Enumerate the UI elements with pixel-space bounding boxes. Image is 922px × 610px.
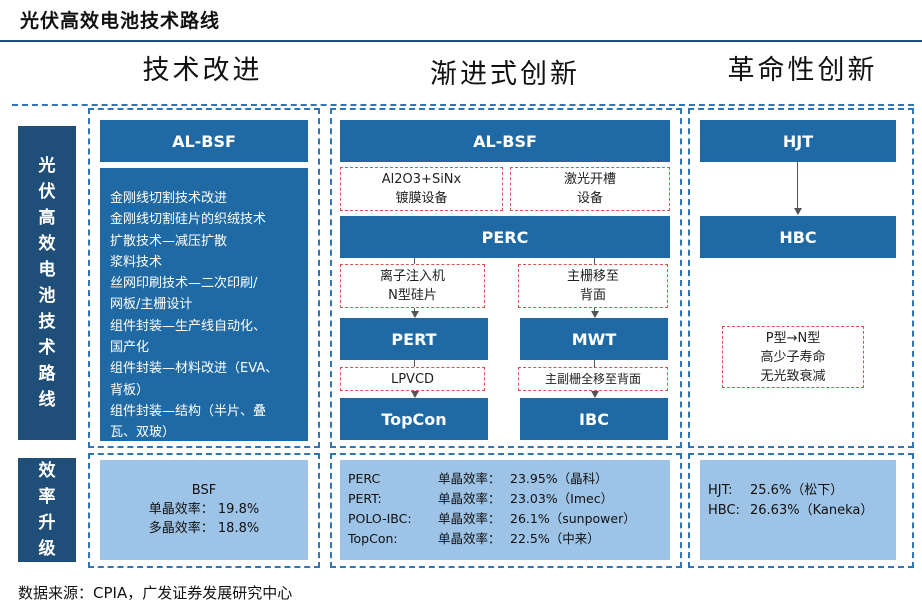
col1-albsf-box: AL-BSF	[100, 120, 308, 162]
note-coating-equipment: Al2O3+SiNx 镀膜设备	[340, 167, 503, 211]
title-rule	[0, 40, 922, 42]
note-all-grid-back: 主副栅全移至背面	[518, 367, 668, 391]
col3-hbc-box: HBC	[700, 216, 896, 258]
eff-row: HJT: 25.6%（松下）	[708, 483, 844, 498]
col2-perc-box: PERC	[340, 216, 670, 258]
eff-multi: 多晶效率： 18.8%	[148, 521, 260, 536]
list-item: 瓦、双玻）	[110, 425, 176, 441]
note-busbar-back: 主栅移至 背面	[518, 264, 668, 308]
list-item: 国产化	[110, 340, 150, 356]
col2-pert-box: PERT	[340, 318, 488, 360]
arrow-hjt-to-hbc	[794, 162, 802, 215]
note-lpvcd: LPVCD	[340, 367, 485, 391]
eff-row: PERT: 单晶效率： 23.03%（Imec）	[348, 491, 614, 506]
list-item: 丝网印刷技术—二次印刷/	[110, 276, 258, 292]
note-n-type-benefits: P型→N型 高少子寿命 无光致衰减	[722, 326, 864, 388]
list-item: 浆料技术	[110, 254, 163, 270]
note-ion-implant: 离子注入机 N型硅片	[340, 264, 485, 308]
col2-mwt-box: MWT	[520, 318, 668, 360]
column-header-improvement: 技术改进	[142, 55, 263, 86]
sidebar-efficiency-label: 效率升级	[18, 458, 76, 562]
list-item: 网板/主栅设计	[110, 297, 193, 313]
column-header-incremental: 渐进式创新	[430, 59, 580, 90]
eff-row: TopCon: 单晶效率： 22.5%（中来）	[348, 531, 600, 546]
col1-route-frame	[88, 108, 320, 448]
sidebar-route-label: 光伏高效电池技术路线	[18, 126, 76, 440]
eff-row: HBC: 26.63%（Kaneka）	[708, 503, 874, 518]
page-title: 光伏高效电池技术路线	[20, 10, 221, 32]
col2-ibc-box: IBC	[520, 398, 668, 440]
col3-efficiency-box: HJT: 25.6%（松下） HBC: 26.63%（Kaneka）	[700, 460, 896, 560]
col2-route-frame	[330, 108, 682, 448]
list-item: 组件封装—材料改进（EVA、	[110, 361, 279, 377]
list-item: 金刚线切割硅片的织绒技术	[110, 212, 267, 228]
col1-improvement-list: 金刚线切割技术改进 金刚线切割硅片的织绒技术 扩散技术—减压扩散 浆料技术 丝网…	[100, 168, 308, 441]
col2-eff-frame	[330, 453, 682, 568]
col2-albsf-box: AL-BSF	[340, 120, 670, 162]
col3-route-frame	[688, 108, 914, 448]
column-header-revolutionary: 革命性创新	[727, 55, 878, 86]
col2-efficiency-box: PERC 单晶效率： 23.95%（晶科） PERT: 单晶效率： 23.03%（Ime…	[340, 460, 670, 560]
list-item: 背板）	[110, 382, 150, 398]
col1-efficiency-box: BSF 单晶效率： 19.8% 多晶效率： 18.8%	[100, 460, 308, 560]
note-laser-grooving: 激光开槽 设备	[510, 167, 670, 211]
col1-eff-frame	[88, 453, 320, 568]
list-item: 金刚线切割技术改进	[110, 191, 228, 206]
top-dashed-divider	[12, 104, 914, 106]
list-item: 组件封装—生产线自动化、	[110, 318, 267, 334]
col3-hjt-box: HJT	[700, 120, 896, 162]
list-item: 扩散技术—减压扩散	[110, 233, 228, 249]
eff-mono: 单晶效率： 19.8%	[148, 502, 260, 517]
col3-eff-frame	[688, 453, 914, 568]
source-footer: 数据来源：CPIA，广发证券发展研究中心	[18, 584, 293, 602]
list-item: 组件封装—结构（半片、叠	[110, 403, 267, 419]
eff-row: POLO-IBC: 单晶效率： 26.1%（sunpower）	[348, 511, 636, 526]
eff-name: BSF	[191, 483, 217, 498]
col2-topcon-box: TopCon	[340, 398, 488, 440]
eff-row: PERC 单晶效率： 23.95%（晶科）	[348, 471, 608, 486]
